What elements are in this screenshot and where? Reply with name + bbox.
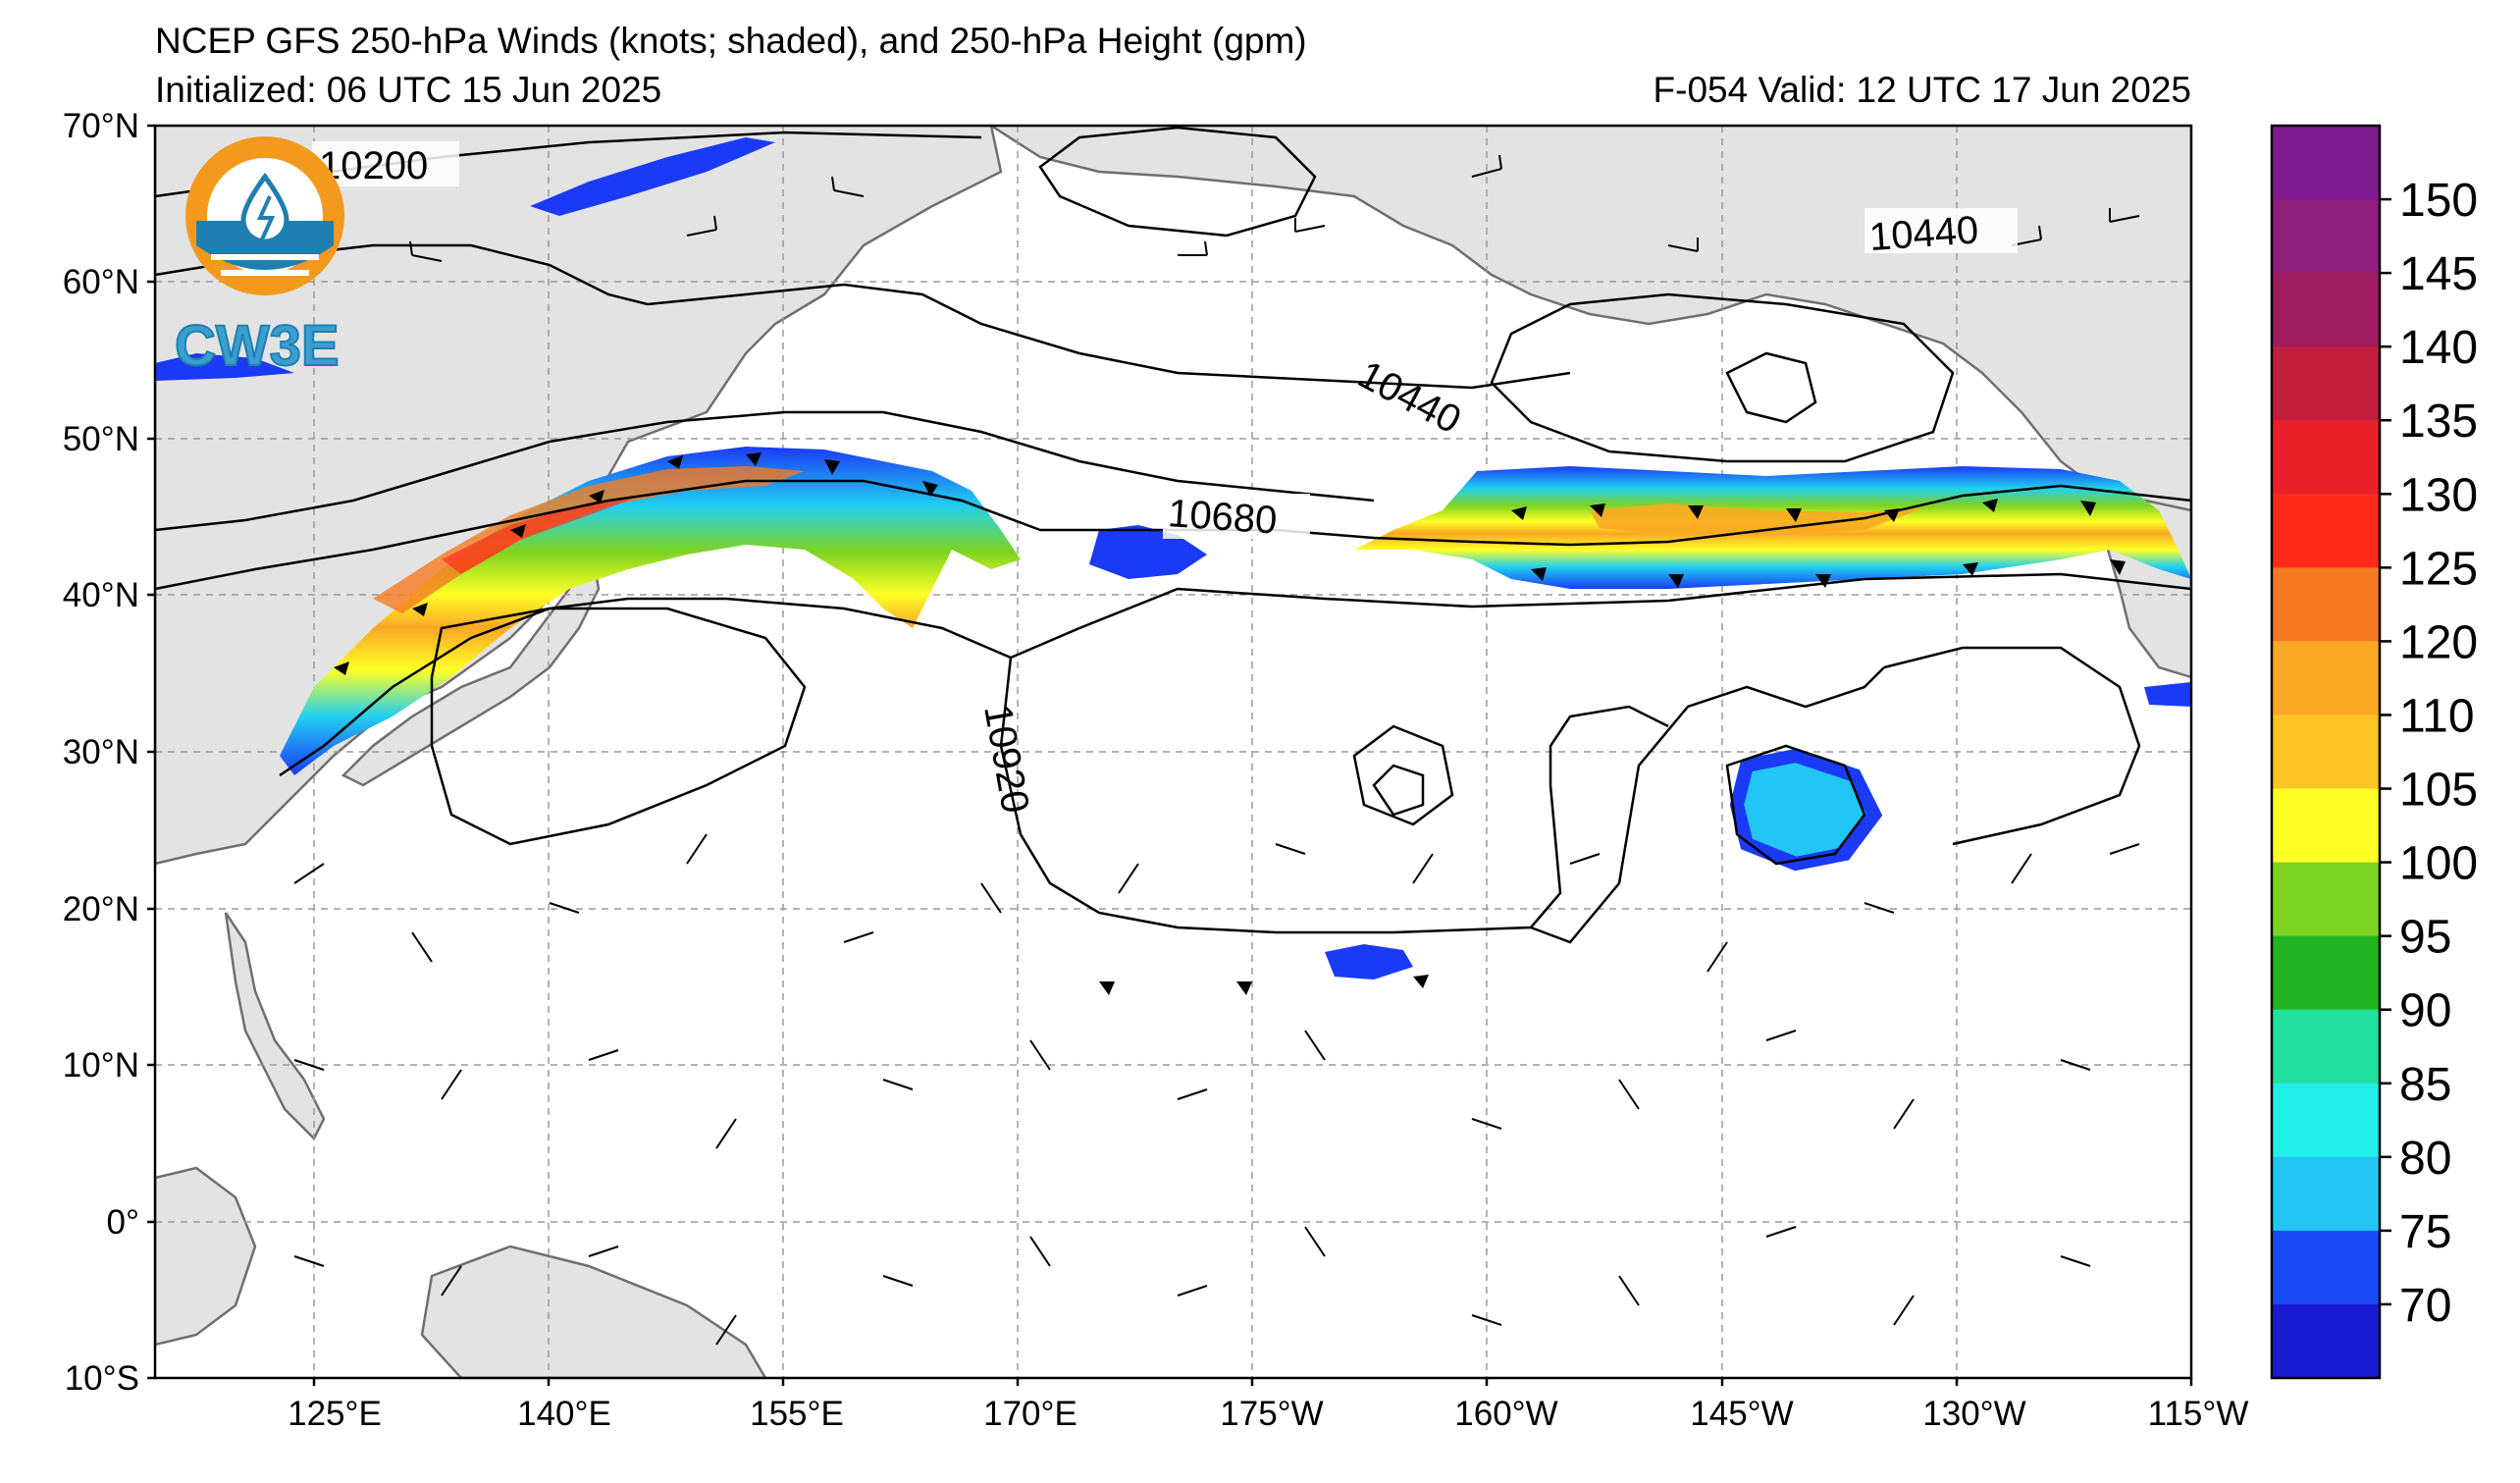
jet-west-max [442, 497, 638, 574]
lon-label-140e: 140°E [517, 1395, 611, 1433]
land-japan [341, 530, 601, 787]
jet-left-edge [155, 353, 294, 381]
colorbar [2272, 126, 2380, 1379]
lon-label-115w: 115°W [2148, 1395, 2249, 1433]
colorbar-segment [2272, 788, 2380, 864]
colorbar-segment [2272, 494, 2380, 568]
colorbar-label: 80 [2399, 1133, 2451, 1185]
colorbar-label: 105 [2399, 765, 2478, 817]
colorbar-segment [2272, 126, 2380, 200]
land-borneo [155, 1166, 257, 1347]
lat-label-0: 0° [107, 1203, 139, 1242]
lat-label-30n: 30°N [63, 733, 139, 771]
colorbar-segment [2272, 1009, 2380, 1085]
lat-label-40n: 40°N [63, 576, 139, 614]
colorbar-ticks: 150 145 140 135 130 125 120 110 105 100 95 90 85 80 75… [2380, 175, 2478, 1332]
jet-north-streak [530, 137, 775, 216]
lat-axis [147, 124, 155, 1380]
lat-label-70n: 70°N [63, 107, 139, 145]
colorbar-label: 100 [2399, 838, 2478, 890]
jet-cutoff-ring [1729, 748, 1883, 872]
colorbar-label: 120 [2399, 616, 2478, 668]
cw3e-logo: CW3E [174, 136, 344, 379]
wind-flags [334, 452, 2126, 995]
logo-text: CW3E [175, 314, 340, 378]
lon-label-155e: 155°E [750, 1395, 844, 1433]
contour-label-10440-north: 10440 [1868, 208, 1980, 259]
contour-label-10680: 10680 [1167, 492, 1279, 543]
colorbar-label: 85 [2399, 1059, 2451, 1111]
colorbar-segment [2272, 715, 2380, 790]
lon-label-170e: 170°E [983, 1395, 1077, 1433]
colorbar-segment [2272, 935, 2380, 1011]
jet-east-core [1590, 503, 1923, 535]
colorbar-label: 110 [2399, 690, 2475, 742]
lon-label-160w: 160°W [1454, 1395, 1557, 1433]
colorbar-label: 125 [2399, 543, 2478, 595]
lat-label-60n: 60°N [63, 263, 139, 301]
colorbar-label: 70 [2399, 1280, 2451, 1332]
lat-label-10s: 10°S [65, 1359, 139, 1398]
colorbar-segment [2272, 420, 2380, 495]
colorbar-segment [2272, 1156, 2380, 1232]
colorbar-segment [2272, 1303, 2380, 1379]
lon-label-125e: 125°E [288, 1395, 382, 1433]
colorbar-label: 95 [2399, 912, 2451, 964]
lon-axis [312, 1378, 2193, 1386]
colorbar-segment [2272, 199, 2380, 274]
land-new-guinea [420, 1245, 767, 1378]
colorbar-label: 90 [2399, 985, 2451, 1037]
colorbar-label: 130 [2399, 469, 2478, 521]
jet-right-edge [2144, 682, 2191, 707]
colorbar-label: 135 [2399, 396, 2478, 448]
initialized-time: Initialized: 06 UTC 15 Jun 2025 [155, 70, 662, 110]
colorbar-label: 145 [2399, 248, 2478, 300]
colorbar-segment [2272, 862, 2380, 937]
colorbar-frame [2270, 124, 2382, 1380]
colorbar-segment [2272, 641, 2380, 715]
colorbar-label: 140 [2399, 322, 2478, 374]
colorbar-segment [2272, 346, 2380, 421]
lat-label-20n: 20°N [63, 890, 139, 928]
colorbar-segment [2272, 1083, 2380, 1158]
lon-label-145w: 145°W [1690, 1395, 1793, 1433]
lightning-icon [256, 195, 276, 240]
colorbar-segment [2272, 567, 2380, 642]
lat-labels: 70°N 60°N 50°N 40°N 30°N 20°N 10°N 0° 10… [63, 107, 139, 1398]
lon-labels: 125°E 140°E 155°E 170°E 175°W 160°W 145°… [288, 1395, 2248, 1433]
colorbar-segment [2272, 1230, 2380, 1305]
lon-label-130w: 130°W [1922, 1395, 2025, 1433]
chart-title: NCEP GFS 250-hPa Winds (knots; shaded), … [155, 21, 1307, 61]
lat-label-10n: 10°N [63, 1046, 139, 1085]
land-philippines [224, 912, 326, 1141]
colorbar-label: 75 [2399, 1206, 2451, 1258]
jet-west-pacific [280, 447, 1021, 775]
contour-label-10200: 10200 [319, 144, 428, 187]
colorbar-segment [2272, 273, 2380, 347]
colorbar-label: 150 [2399, 175, 2478, 227]
lat-label-50n: 50°N [63, 420, 139, 458]
valid-time: F-054 Valid: 12 UTC 17 Jun 2025 [1653, 70, 2191, 110]
wind-barbs [250, 154, 2140, 1346]
lon-label-175w: 175°W [1220, 1395, 1323, 1433]
jet-small-blob [1325, 944, 1413, 980]
